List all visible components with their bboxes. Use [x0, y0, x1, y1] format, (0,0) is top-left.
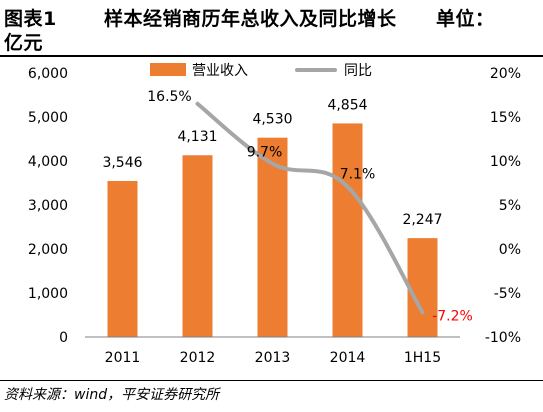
x-axis-tick-label: 2013	[255, 350, 291, 366]
bar-value-label: 4,854	[327, 97, 367, 113]
right-axis-tick-label: -5%	[494, 286, 521, 302]
bar-value-label: 2,247	[402, 212, 442, 228]
bar-value-label: 4,530	[252, 112, 292, 128]
bar-value-label: 4,131	[177, 129, 217, 145]
legend-bar-label: 营业收入	[192, 63, 248, 79]
right-axis-tick-label: 20%	[490, 66, 521, 82]
line-value-label: -7.2%	[432, 308, 473, 324]
left-axis-tick-label: 6,000	[28, 66, 68, 82]
bar	[107, 180, 138, 337]
legend-line-label: 同比	[344, 63, 372, 79]
left-axis-tick-label: 0	[59, 330, 68, 346]
figure-unit-value: 亿元	[4, 32, 44, 54]
legend-bar-swatch	[150, 63, 186, 76]
x-axis: 2011 2012 2013 2014 1H15	[85, 336, 460, 366]
right-axis-tick-label: 0%	[499, 242, 521, 258]
x-axis-tick-label: 1H15	[404, 350, 441, 366]
growth-line	[195, 101, 425, 315]
line-value-label: 16.5%	[147, 89, 191, 105]
right-axis: -10% -5% 0% 5% 10% 15% 20%	[485, 66, 521, 346]
bar	[182, 155, 213, 337]
x-axis-tick-label: 2012	[180, 350, 216, 366]
x-axis-tick-label: 2014	[330, 350, 366, 366]
left-axis-tick-label: 1,000	[28, 286, 68, 302]
right-axis-tick-label: 5%	[499, 198, 521, 214]
top-rule	[0, 55, 543, 57]
bar	[257, 137, 288, 337]
left-axis-tick-label: 3,000	[28, 198, 68, 214]
bar	[407, 238, 438, 337]
bar-series: 3,546 4,131 4,530 4,854 2,247	[102, 97, 443, 337]
right-axis-tick-label: 15%	[490, 110, 521, 126]
right-axis-tick-label: -10%	[485, 330, 521, 346]
bar	[332, 123, 363, 337]
x-axis-tick-label: 2011	[105, 350, 141, 366]
figure-number: 图表1	[4, 8, 57, 30]
right-axis-tick-label: 10%	[490, 154, 521, 170]
left-axis-tick-label: 5,000	[28, 110, 68, 126]
line-value-label: 9.7%	[247, 145, 283, 161]
left-axis: 0 1,000 2,000 3,000 4,000 5,000 6,000	[28, 66, 68, 346]
line-series: 16.5% 9.7% 7.1% -7.2%	[147, 89, 473, 325]
left-axis-tick-label: 4,000	[28, 154, 68, 170]
bottom-rule	[0, 380, 543, 381]
figure-unit-label: 单位：	[436, 8, 495, 30]
figure-title: 样本经销商历年总收入及同比增长	[104, 8, 397, 30]
line-value-label: 7.1%	[340, 167, 376, 183]
bar-value-label: 3,546	[102, 155, 142, 171]
legend: 营业收入 同比	[150, 63, 372, 79]
left-axis-tick-label: 2,000	[28, 242, 68, 258]
source-note: 资料来源：wind，平安证券研究所	[4, 387, 220, 403]
